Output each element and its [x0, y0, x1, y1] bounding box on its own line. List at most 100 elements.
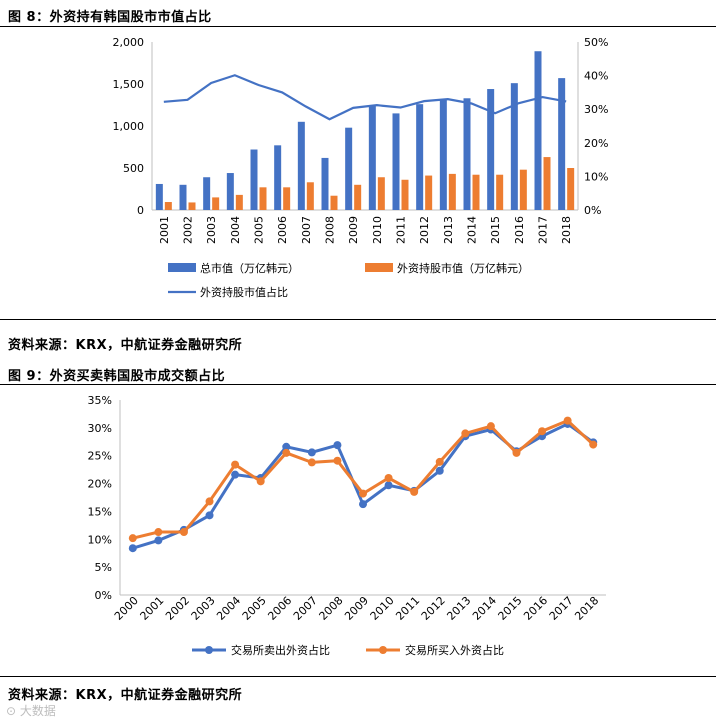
- bar-total-market-cap-2016: [510, 83, 518, 210]
- point-buy-2008: [333, 456, 342, 465]
- chart2-y-tick-label: 0%: [95, 589, 112, 602]
- chart1-right-tick-label: 40%: [584, 70, 608, 83]
- chart2-y-tick-label: 20%: [88, 478, 112, 491]
- chart2-axes: [119, 400, 606, 596]
- chart1-x-tick-label: 2002: [182, 216, 195, 244]
- chart1-left-tick-label: 0: [137, 204, 144, 217]
- chart1-x-tick-label: 2011: [395, 216, 408, 244]
- bar-foreign-market-cap-2007: [306, 182, 314, 210]
- bar-foreign-market-cap-2006: [283, 187, 291, 210]
- bar-total-market-cap-2015: [487, 89, 495, 210]
- point-sell-2007: [307, 448, 316, 457]
- point-buy-2015: [512, 448, 521, 457]
- chart1-x-tick-label: 2014: [466, 216, 479, 244]
- bar-foreign-market-cap-2014: [472, 174, 480, 210]
- chart2-y-tick-label: 30%: [88, 422, 112, 435]
- chart1-x-tick-label: 2004: [229, 216, 242, 244]
- point-buy-2016: [538, 427, 547, 436]
- chart-market-cap-foreign-share: 0 500 1,000 1,500 2,000 0% 10% 20% 30% 40% 50% 20…: [113, 36, 609, 299]
- chart1-left-tick-label: 1,000: [113, 120, 145, 133]
- figure-9-source: 资料来源：KRX，中航证券金融研究所: [8, 688, 243, 703]
- figure-9-top-rule: [0, 384, 716, 385]
- bar-total-market-cap-2005: [250, 149, 258, 210]
- chart2-x-tick-label: 2018: [572, 594, 601, 623]
- legend-swatch-foreign-market-cap: [365, 263, 393, 272]
- chart1-right-tick-label: 20%: [584, 137, 608, 150]
- bar-foreign-market-cap-2008: [330, 195, 338, 210]
- bar-total-market-cap-2004: [226, 173, 234, 210]
- point-buy-2007: [307, 458, 316, 467]
- bar-total-market-cap-2011: [392, 113, 400, 210]
- chart2-x-axis-ticks: 2000200120022003200420052006200720082009…: [112, 594, 601, 623]
- chart2-x-tick-label: 2016: [521, 594, 550, 623]
- point-buy-2017: [563, 416, 572, 425]
- bar-foreign-market-cap-2011: [401, 179, 409, 210]
- chart2-x-tick-label: 2000: [112, 594, 141, 623]
- legend-marker-sell: [205, 646, 213, 654]
- bar-total-market-cap-2007: [297, 121, 305, 210]
- chart1-x-tick-label: 2013: [442, 216, 455, 244]
- chart1-x-tick-label: 2008: [324, 216, 337, 244]
- chart2-y-tick-label: 25%: [88, 450, 112, 463]
- chart-foreign-trading-share: 0%5%10%15%20%25%30%35% 20002001200220032…: [88, 394, 606, 657]
- chart1-x-tick-label: 2005: [253, 216, 266, 244]
- bar-foreign-market-cap-2016: [519, 169, 527, 210]
- bar-foreign-market-cap-2002: [188, 202, 196, 210]
- chart2-x-tick-label: 2013: [444, 594, 473, 623]
- bar-total-market-cap-2017: [534, 51, 542, 211]
- legend-label-foreign-market-cap: 外资持股市值（万亿韩元）: [397, 261, 529, 275]
- chart2-x-tick-label: 2003: [189, 594, 218, 623]
- chart2-x-tick-label: 2006: [265, 594, 294, 623]
- chart1-x-axis-ticks: 2001 2002 2003 2004 2005 2006 2007 2008 2009 2010…: [158, 216, 573, 244]
- bar-foreign-market-cap-2005: [259, 187, 267, 210]
- chart1-left-axis-ticks: 0 500 1,000 1,500 2,000: [113, 36, 145, 217]
- chart1-bars: [155, 51, 575, 211]
- chart1-right-tick-label: 30%: [584, 103, 608, 116]
- point-sell-2004: [231, 470, 240, 479]
- chart2-x-tick-label: 2005: [240, 594, 269, 623]
- point-buy-2009: [359, 489, 367, 498]
- point-buy-2012: [435, 457, 444, 466]
- point-sell-2000: [128, 544, 137, 553]
- point-buy-2010: [384, 474, 393, 482]
- chart1-ratio-line: [163, 74, 567, 121]
- chart1-x-tick-label: 2017: [537, 216, 550, 244]
- chart1-x-tick-label: 2009: [347, 216, 360, 244]
- point-sell-2006: [282, 442, 291, 451]
- bar-total-market-cap-2001: [155, 183, 163, 210]
- bar-total-market-cap-2018: [558, 78, 566, 210]
- chart1-right-tick-label: 10%: [584, 170, 608, 183]
- chart1-axes: [151, 42, 579, 211]
- chart2-y-axis-ticks: 0% 5% 10% 15% 20% 25% 30% 35%: [88, 394, 112, 602]
- chart2-x-tick-label: 2010: [368, 594, 397, 623]
- chart2-legend: 交易所卖出外资占比 交易所买入外资占比: [192, 643, 504, 657]
- bar-foreign-market-cap-2012: [425, 175, 433, 210]
- chart1-left-tick-label: 2,000: [113, 36, 145, 49]
- chart2-y-tick-label: 15%: [88, 505, 112, 518]
- chart2-x-tick-label: 2009: [342, 594, 371, 623]
- chart1-x-tick-label: 2012: [418, 216, 431, 244]
- chart1-right-tick-label: 0%: [584, 204, 601, 217]
- point-sell-2003: [205, 511, 214, 520]
- point-buy-2000: [128, 534, 137, 543]
- watermark-text: ⊙ 大数据: [6, 704, 56, 718]
- point-buy-2003: [205, 497, 214, 506]
- bar-foreign-market-cap-2009: [354, 184, 362, 210]
- chart1-x-tick-label: 2001: [158, 216, 171, 244]
- legend-label-foreign-ratio: 外资持股市值占比: [200, 285, 288, 299]
- legend-swatch-total-market-cap: [168, 263, 196, 272]
- chart2-x-tick-label: 2007: [291, 594, 320, 623]
- bar-total-market-cap-2008: [321, 157, 329, 210]
- chart2-x-tick-label: 2002: [163, 594, 192, 623]
- chart2-x-tick-label: 2004: [214, 594, 243, 623]
- bar-foreign-market-cap-2004: [235, 194, 243, 210]
- chart2-x-tick-label: 2011: [393, 594, 422, 623]
- series-line-foreign-ratio: [163, 74, 567, 121]
- bar-total-market-cap-2012: [416, 104, 424, 210]
- chart2-y-tick-label: 10%: [88, 533, 112, 546]
- bar-foreign-market-cap-2010: [377, 177, 385, 210]
- chart1-x-tick-label: 2003: [205, 216, 218, 244]
- bar-foreign-market-cap-2015: [496, 174, 504, 210]
- chart2-x-tick-label: 2008: [317, 594, 346, 623]
- chart2-x-tick-label: 2014: [470, 594, 499, 623]
